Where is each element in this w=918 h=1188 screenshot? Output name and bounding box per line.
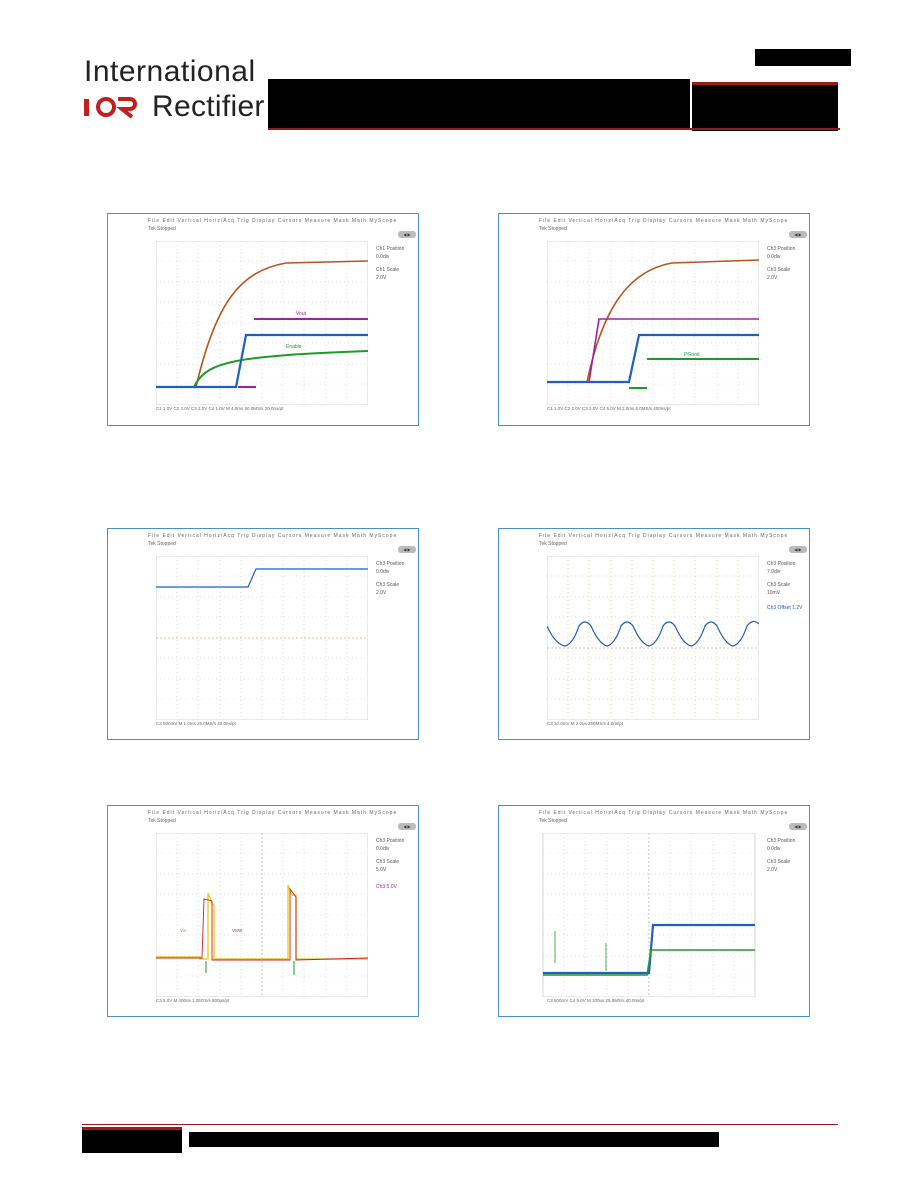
scope-readout: C3 10.0mV M 2.0us 250MS/s 4.0ns/pt xyxy=(547,721,624,726)
scope-side-value: 2.0V xyxy=(767,867,778,873)
scope-side-label: Ch3 5.0V xyxy=(376,884,397,890)
header-title-bar xyxy=(268,79,690,128)
scope-graticule xyxy=(156,556,368,720)
scope-corner-button: ◀ ▶ xyxy=(789,823,807,830)
scope-side-value: 2.0V xyxy=(376,590,387,596)
scope-screenshot-4: File Edit Vertical Horiz/Acq Trig Displa… xyxy=(498,528,810,740)
scope-side-label: Ch3 Offset 1.2V xyxy=(767,605,803,611)
trace-label: Vin xyxy=(180,928,187,933)
scope-side-value: 0.0div xyxy=(376,569,390,575)
scope-side-label: Ch3 Position xyxy=(767,246,796,252)
scope-screenshot-6: File Edit Vertical Horiz/Acq Trig Displa… xyxy=(498,805,810,1017)
scope-side-label: Ch3 Scale xyxy=(376,859,400,865)
scope-side-label: Ch3 Position xyxy=(376,838,405,844)
scope-corner-button: ◀ ▶ xyxy=(398,546,416,553)
scope-readout: C3 500mV M 1.0ms 25.0MS/s 40.0ns/pt xyxy=(156,721,236,726)
scope-menu-bar: File Edit Vertical Horiz/Acq Trig Displa… xyxy=(148,218,398,224)
footer-page-box xyxy=(82,1127,182,1153)
page-tag-box xyxy=(755,49,851,66)
scope-side-label: Ch3 Scale xyxy=(767,859,791,865)
scope-side-value: 7.0div xyxy=(767,569,781,575)
scope-readout: C1 1.0V C2 2.0V C3 2.0V C4 1.0V M 4.0ms … xyxy=(156,406,284,411)
trace-label: Enable xyxy=(286,344,302,350)
footer-bar xyxy=(189,1132,719,1147)
scope-menu-bar: File Edit Vertical Horiz/Acq Trig Displa… xyxy=(148,533,398,539)
scope-menu-bar: File Edit Vertical Horiz/Acq Trig Displa… xyxy=(539,533,789,539)
scope-side-label: Ch1 Position xyxy=(376,246,405,252)
scope-side-value: 10mV xyxy=(767,590,781,596)
scope-side-value: 5.0V xyxy=(376,867,387,873)
scope-screenshot-1: File Edit Vertical Horiz/Acq Trig Displa… xyxy=(107,213,419,426)
header-part-box xyxy=(692,82,838,131)
scope-menu-bar: File Edit Vertical Horiz/Acq Trig Displa… xyxy=(539,218,789,224)
scope-side-value: 0.0div xyxy=(767,846,781,852)
scope-side-value: 2.0V xyxy=(767,275,778,281)
scope-status: Tek Stopped xyxy=(148,226,176,232)
trace-label: VSW xyxy=(232,928,243,933)
scope-side-label: Ch3 Scale xyxy=(767,267,791,273)
scope-status: Tek Stopped xyxy=(539,818,567,824)
scope-graticule xyxy=(542,833,756,997)
scope-graticule: VSW Vin xyxy=(156,833,368,997)
scope-screenshot-3: File Edit Vertical Horiz/Acq Trig Displa… xyxy=(107,528,419,740)
company-name-line2: Rectifier xyxy=(152,90,265,123)
scope-side-value: 0.0div xyxy=(376,254,390,260)
scope-status: Tek Stopped xyxy=(148,541,176,547)
scope-graticule: PGood xyxy=(547,241,759,405)
scope-screenshot-2: File Edit Vertical Horiz/Acq Trig Displa… xyxy=(498,213,810,426)
company-logo-icon xyxy=(84,97,137,119)
scope-readout: C1 1.0V C2 2.0V C3 2.0V C4 5.0V M 2.0ms … xyxy=(547,406,671,411)
footer-divider xyxy=(82,1124,838,1125)
scope-readout: C3 5.0V M 400ns 1.25GS/s 800ps/pt xyxy=(156,998,230,1003)
scope-corner-button: ◀ ▶ xyxy=(789,231,807,238)
scope-side-label: Ch3 Scale xyxy=(376,582,400,588)
header-divider xyxy=(268,128,840,130)
scope-status: Tek Stopped xyxy=(539,226,567,232)
scope-side-value: 0.0div xyxy=(767,254,781,260)
scope-corner-button: ◀ ▶ xyxy=(398,231,416,238)
scope-corner-button: ◀ ▶ xyxy=(398,823,416,830)
scope-graticule xyxy=(547,556,759,720)
trace-label: PGood xyxy=(684,352,700,358)
company-name-line1: International xyxy=(84,55,256,88)
scope-side-label: Ch3 Position xyxy=(767,561,796,567)
scope-side-label: Ch3 Position xyxy=(376,561,405,567)
scope-graticule: Vout Enable xyxy=(156,241,368,405)
scope-screenshot-5: File Edit Vertical Horiz/Acq Trig Displa… xyxy=(107,805,419,1017)
scope-side-value: 2.0V xyxy=(376,275,387,281)
scope-status: Tek Stopped xyxy=(148,818,176,824)
scope-side-label: Ch1 Scale xyxy=(376,267,400,273)
scope-menu-bar: File Edit Vertical Horiz/Acq Trig Displa… xyxy=(148,810,398,816)
scope-status: Tek Stopped xyxy=(539,541,567,547)
scope-readout: C3 500mV C4 5.0V M 100us 25.0MS/s 40.0ns… xyxy=(547,998,645,1003)
scope-menu-bar: File Edit Vertical Horiz/Acq Trig Displa… xyxy=(539,810,789,816)
scope-side-label: Ch3 Position xyxy=(767,838,796,844)
scope-side-label: Ch3 Scale xyxy=(767,582,791,588)
trace-label: Vout xyxy=(296,311,307,317)
scope-corner-button: ◀ ▶ xyxy=(789,546,807,553)
scope-side-value: 0.0div xyxy=(376,846,390,852)
